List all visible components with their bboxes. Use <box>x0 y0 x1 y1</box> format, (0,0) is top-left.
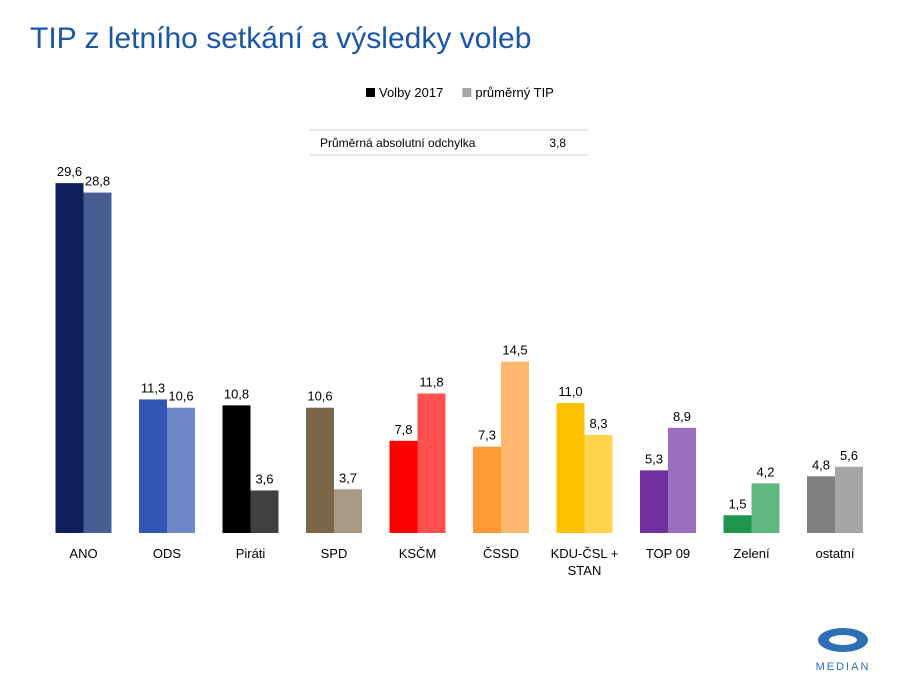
x-tick-label: SPD <box>320 546 348 561</box>
bar <box>473 446 501 533</box>
value-label: 14,5 <box>502 343 527 358</box>
bar <box>751 483 780 533</box>
bar <box>250 490 279 533</box>
value-label: 10,8 <box>224 386 249 401</box>
legend-swatch <box>462 88 472 97</box>
value-label: 10,6 <box>168 389 193 404</box>
value-label: 10,6 <box>307 389 332 404</box>
logo-mark <box>829 635 857 645</box>
x-tick-label: KSČM <box>398 546 437 561</box>
x-tick-label: TOP 09 <box>645 546 691 561</box>
bar <box>55 183 84 534</box>
bar <box>417 393 446 533</box>
x-tick-label: Piráti <box>235 546 266 561</box>
x-tick-label: ODS <box>152 546 182 561</box>
x-tick-label: ANO <box>69 546 98 561</box>
value-label: 8,9 <box>673 409 691 424</box>
bar <box>389 440 418 533</box>
bar <box>556 402 585 533</box>
bar <box>584 434 613 533</box>
legend-swatch <box>366 88 375 97</box>
bar <box>334 489 362 533</box>
x-tick-label: KDU-ČSL + STAN <box>550 546 619 578</box>
value-label: 28,8 <box>85 174 110 189</box>
bar <box>139 399 167 533</box>
x-tick-label: ČSSD <box>482 546 520 561</box>
value-label: 8,3 <box>589 416 607 431</box>
value-label: 7,3 <box>478 428 496 443</box>
table-label: Průměrná absolutní odchylka <box>320 136 476 150</box>
bar <box>306 407 334 533</box>
logo: MEDIAN <box>816 628 871 673</box>
value-label: 3,6 <box>255 471 273 486</box>
bar <box>723 515 752 533</box>
logo-text: MEDIAN <box>816 661 871 673</box>
bar <box>222 405 251 533</box>
value-label: 11,0 <box>558 384 582 399</box>
x-tick-label: Zelení <box>733 546 770 561</box>
value-label: 5,6 <box>840 448 858 463</box>
legend-label: průměrný TIP <box>475 85 554 100</box>
value-label: 7,8 <box>394 422 412 437</box>
value-label: 11,8 <box>419 375 443 390</box>
bar <box>807 476 835 533</box>
chart-title: TIP z letního setkání a výsledky voleb <box>30 22 531 55</box>
bar <box>167 407 195 533</box>
value-label: 11,3 <box>141 380 165 395</box>
bar <box>835 466 863 533</box>
bar <box>83 192 112 534</box>
table-value: 3,8 <box>549 136 566 150</box>
bar <box>668 427 696 533</box>
value-label: 1,5 <box>728 496 746 511</box>
x-tick-label: ostatní <box>815 546 855 561</box>
bar <box>640 470 668 533</box>
value-label: 4,8 <box>812 457 830 472</box>
legend-label: Volby 2017 <box>379 85 443 100</box>
value-label: 29,6 <box>57 164 82 179</box>
value-label: 4,2 <box>756 464 774 479</box>
value-label: 5,3 <box>645 451 663 466</box>
value-label: 3,7 <box>339 470 357 485</box>
bar <box>501 361 529 533</box>
